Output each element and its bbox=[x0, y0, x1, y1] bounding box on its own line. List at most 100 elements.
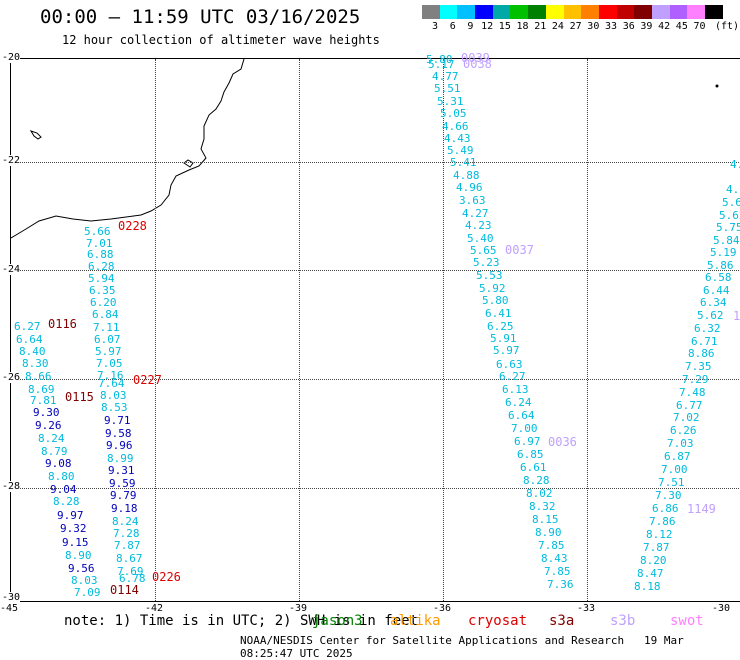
color-scale-swatch bbox=[705, 5, 723, 19]
wave-height-value: 9.30 bbox=[33, 406, 60, 419]
color-scale-label: 24 bbox=[551, 21, 564, 32]
wave-height-value: 5.40 bbox=[467, 232, 494, 245]
wave-height-value: 7.00 bbox=[661, 463, 688, 476]
wave-height-value: 4.88 bbox=[453, 169, 480, 182]
color-scale-label: 27 bbox=[569, 21, 582, 32]
satellite-legend-item: swot bbox=[670, 613, 704, 629]
lon-label: -36 bbox=[433, 603, 452, 614]
pass-time-label: 1 bbox=[733, 309, 740, 323]
pass-time-label: 0038 bbox=[463, 57, 492, 71]
pass-time-label: 0114 bbox=[110, 583, 139, 597]
color-scale-label: 39 bbox=[640, 21, 653, 32]
pass-time-label: 0227 bbox=[133, 373, 162, 387]
pass-time-label: 0116 bbox=[48, 317, 77, 331]
wave-height-value: 7.64 bbox=[98, 377, 125, 390]
color-scale-label: 9 bbox=[467, 21, 474, 32]
wave-height-value: 8.86 bbox=[688, 347, 715, 360]
color-scale-swatch bbox=[581, 5, 599, 19]
wave-height-value: 9.26 bbox=[35, 419, 62, 432]
wave-height-value: 7.36 bbox=[547, 578, 574, 591]
wave-height-value: 6.25 bbox=[487, 320, 514, 333]
wave-height-value: 7.81 bbox=[30, 394, 57, 407]
wave-height-value: 6.28 bbox=[88, 260, 115, 273]
lon-label: -45 bbox=[0, 603, 19, 614]
wave-height-value: 8.02 bbox=[526, 487, 553, 500]
wave-height-value: 8.53 bbox=[101, 401, 128, 414]
wave-height-value: 7.85 bbox=[538, 539, 565, 552]
wave-height-value: 8.28 bbox=[523, 474, 550, 487]
coastline bbox=[11, 59, 719, 239]
parallel-line bbox=[11, 162, 740, 163]
wave-height-value: 4.66 bbox=[442, 120, 469, 133]
wave-height-value: 5.80 bbox=[426, 53, 453, 66]
color-scale-swatch bbox=[439, 5, 458, 19]
wave-height-value: 9.58 bbox=[105, 427, 132, 440]
pass-time-label: 0115 bbox=[65, 390, 94, 404]
color-scale-swatch bbox=[616, 5, 635, 19]
wave-height-value: 5.84 bbox=[713, 234, 740, 247]
pass-time-label: 0226 bbox=[152, 570, 181, 584]
meridian-line bbox=[299, 59, 300, 601]
wave-height-value: 7.30 bbox=[655, 489, 682, 502]
wave-height-value: 8.15 bbox=[532, 513, 559, 526]
color-scale-swatch bbox=[457, 5, 476, 19]
wave-height-value: 8.40 bbox=[19, 345, 46, 358]
wave-height-value: 6.13 bbox=[502, 383, 529, 396]
wave-height-value: 9.08 bbox=[45, 457, 72, 470]
lon-label: -42 bbox=[145, 603, 164, 614]
wave-height-value: 8.69 bbox=[28, 383, 55, 396]
wave-height-value: 3.63 bbox=[459, 194, 486, 207]
wave-height-value: 7.86 bbox=[649, 515, 676, 528]
wave-height-value: 8.99 bbox=[107, 452, 134, 465]
wave-height-value: 7.16 bbox=[97, 369, 124, 382]
wave-height-value: 8.67 bbox=[116, 552, 143, 565]
color-scale-swatch bbox=[687, 5, 705, 19]
wave-height-value: 4.6 bbox=[726, 183, 740, 196]
wave-height-value: 8.66 bbox=[25, 370, 52, 383]
wave-height-value: 7.28 bbox=[113, 527, 140, 540]
page-subtitle: 12 hour collection of altimeter wave hei… bbox=[62, 33, 380, 47]
wave-height-value: 7.29 bbox=[682, 373, 709, 386]
wave-height-value: 5.41 bbox=[450, 156, 477, 169]
lat-label: -28 bbox=[2, 481, 21, 492]
satellite-legend-item: s3b bbox=[610, 613, 636, 629]
wave-height-value: 7.85 bbox=[544, 565, 571, 578]
wave-height-value: 6.97 bbox=[514, 435, 541, 448]
lon-label: -39 bbox=[289, 603, 308, 614]
wave-height-value: 5.23 bbox=[473, 256, 500, 269]
wave-height-value: 5.49 bbox=[447, 144, 474, 157]
lat-label: -24 bbox=[2, 264, 21, 275]
wave-height-value: 5.05 bbox=[440, 107, 467, 120]
wave-height-value: 8.43 bbox=[541, 552, 568, 565]
wave-height-value: 4.43 bbox=[444, 132, 471, 145]
wave-height-value: 6.07 bbox=[94, 333, 121, 346]
color-scale-label: 6 bbox=[449, 21, 456, 32]
wave-height-value: 6.41 bbox=[485, 307, 512, 320]
color-scale-label: 30 bbox=[587, 21, 600, 32]
color-scale-swatch bbox=[598, 5, 617, 19]
wave-height-value: 6.87 bbox=[664, 450, 691, 463]
lon-label: -33 bbox=[577, 603, 596, 614]
wave-height-value: 8.47 bbox=[637, 567, 664, 580]
wave-height-value: 5.66 bbox=[84, 225, 111, 238]
wave-height-value: 5.17 bbox=[428, 58, 455, 71]
pass-time-label: 1149 bbox=[687, 502, 716, 516]
color-scale-label: 3 bbox=[432, 21, 439, 32]
meridian-line bbox=[587, 59, 588, 601]
meridian-line bbox=[443, 59, 444, 601]
wave-height-value: 8.03 bbox=[100, 389, 127, 402]
wave-height-value: 9.31 bbox=[108, 464, 135, 477]
wave-height-value: 5.51 bbox=[434, 82, 461, 95]
color-scale-swatch bbox=[563, 5, 582, 19]
wave-height-value: 8.90 bbox=[65, 549, 92, 562]
wave-height-value: 9.97 bbox=[57, 509, 84, 522]
wave-height-value: 6.27 bbox=[499, 370, 526, 383]
color-scale-label: 70 bbox=[693, 21, 706, 32]
wave-height-value: 4.77 bbox=[432, 70, 459, 83]
parallel-line bbox=[11, 379, 740, 380]
wave-height-value: 7.00 bbox=[511, 422, 538, 435]
color-scale-label: 36 bbox=[622, 21, 635, 32]
lat-label: -20 bbox=[2, 52, 21, 63]
color-scale-swatch bbox=[528, 5, 546, 19]
color-scale-swatch bbox=[422, 5, 440, 19]
